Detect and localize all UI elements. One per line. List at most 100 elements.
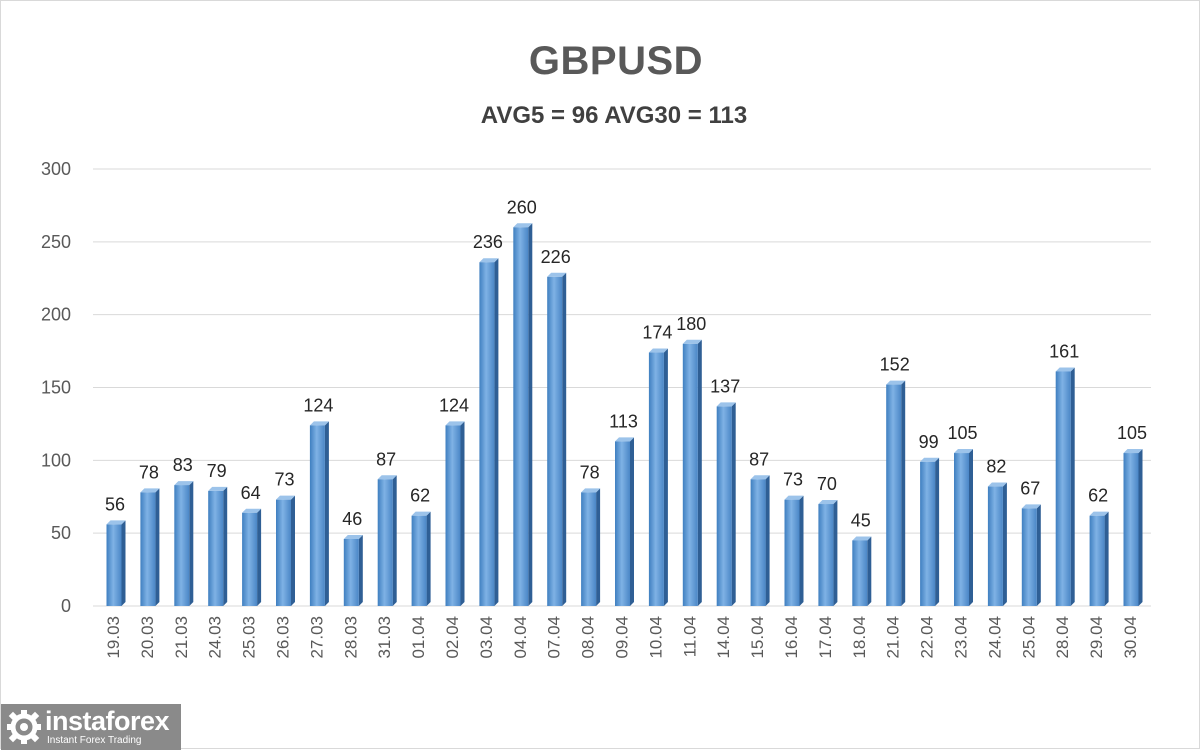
bar-side [291, 495, 295, 606]
bar-top [140, 488, 160, 493]
bar-front [276, 499, 291, 606]
bar-front [818, 504, 834, 606]
bar-27.03 [309, 421, 329, 606]
bar-side [697, 339, 702, 606]
x-tick-label: 28.04 [1053, 616, 1072, 659]
bar-31.03 [377, 475, 397, 606]
bar-side [596, 488, 601, 606]
bar-top [1021, 504, 1041, 509]
bar-top [852, 536, 872, 541]
y-tick-label: 100 [41, 450, 71, 470]
bar-07.04 [547, 272, 567, 606]
x-tick-label: 09.04 [613, 616, 632, 659]
data-label: 161 [1049, 341, 1079, 361]
bar-side [630, 437, 634, 606]
y-tick-label: 50 [51, 523, 71, 543]
data-label: 113 [609, 411, 638, 431]
bar-side [155, 488, 160, 606]
bar-side [562, 272, 567, 606]
data-label: 99 [919, 432, 939, 452]
bar-top [513, 223, 533, 228]
bar-16.04 [784, 495, 804, 606]
bar-25.04 [1021, 504, 1041, 606]
data-label: 260 [507, 197, 537, 217]
logo-name: instaforex [45, 706, 170, 736]
bar-top [174, 481, 194, 486]
data-label: 78 [139, 462, 159, 482]
bar-front [479, 262, 495, 606]
bar-front [852, 540, 868, 606]
x-tick-label: 28.03 [341, 616, 360, 659]
bar-top [1055, 367, 1075, 372]
bar-15.04 [750, 475, 770, 606]
logo-tagline: Instant Forex Trading [47, 735, 142, 746]
data-label: 137 [710, 376, 740, 396]
bar-front [682, 343, 698, 606]
x-tick-label: 14.04 [714, 616, 733, 659]
x-tick-label: 11.04 [680, 616, 699, 657]
bar-side [528, 223, 533, 606]
data-label: 87 [749, 449, 769, 469]
bar-top [954, 449, 973, 454]
data-label: 67 [1020, 478, 1040, 498]
bar-top [716, 402, 736, 407]
data-label: 105 [1117, 423, 1147, 443]
bar-front [615, 441, 630, 606]
bar-side [460, 421, 465, 606]
bar-side [731, 402, 736, 606]
bar-28.04 [1055, 367, 1075, 606]
bar-front [445, 425, 461, 606]
bar-front [343, 538, 359, 606]
bar-top [445, 421, 465, 426]
bar-front [716, 406, 732, 606]
data-label: 62 [1088, 486, 1108, 506]
bar-side [257, 508, 262, 606]
bar-side [223, 486, 228, 606]
data-label: 56 [105, 494, 125, 514]
x-tick-label: 02.04 [443, 616, 462, 659]
data-label: 124 [303, 395, 333, 415]
x-tick-label: 07.04 [545, 616, 564, 659]
bar-front [581, 492, 597, 606]
x-tick-label: 24.03 [206, 616, 225, 659]
bar-side [324, 421, 329, 606]
x-tick-label: 22.04 [918, 616, 937, 659]
data-label: 79 [207, 461, 227, 481]
bar-08.04 [581, 488, 601, 606]
bar-24.03 [208, 486, 228, 606]
x-tick-label: 27.03 [307, 616, 326, 659]
bar-top [411, 511, 431, 516]
bar-front [309, 425, 325, 606]
data-label: 73 [783, 470, 803, 490]
chart-subtitle: AVG5 = 96 AVG30 = 113 [480, 102, 748, 129]
x-tick-label: 16.04 [782, 616, 801, 659]
bar-side [121, 520, 126, 606]
bar-front [784, 499, 800, 606]
bar-front [1055, 371, 1071, 606]
x-tick-label: 15.04 [748, 616, 767, 659]
bar-top [920, 457, 940, 462]
x-tick-label: 30.04 [1121, 616, 1140, 659]
x-tick-label: 19.03 [104, 616, 123, 659]
y-tick-label: 150 [41, 378, 71, 398]
bar-side [935, 457, 940, 606]
y-tick-label: 300 [41, 159, 71, 179]
bar-top [818, 500, 838, 505]
bar-side [765, 475, 770, 606]
x-tick-label: 23.04 [952, 616, 971, 659]
bar-10.04 [648, 348, 668, 606]
data-label: 174 [642, 323, 672, 343]
bar-28.03 [343, 534, 363, 606]
bar-side [833, 500, 838, 606]
x-tick-label: 21.04 [884, 616, 903, 659]
bar-top [987, 482, 1007, 487]
bar-front [886, 384, 902, 606]
x-tick-label: 03.04 [477, 616, 496, 659]
bar-top [479, 258, 499, 263]
data-label: 105 [947, 423, 977, 443]
bar-side [1138, 449, 1143, 606]
bar-top [547, 272, 567, 277]
bar-21.03 [174, 481, 194, 606]
